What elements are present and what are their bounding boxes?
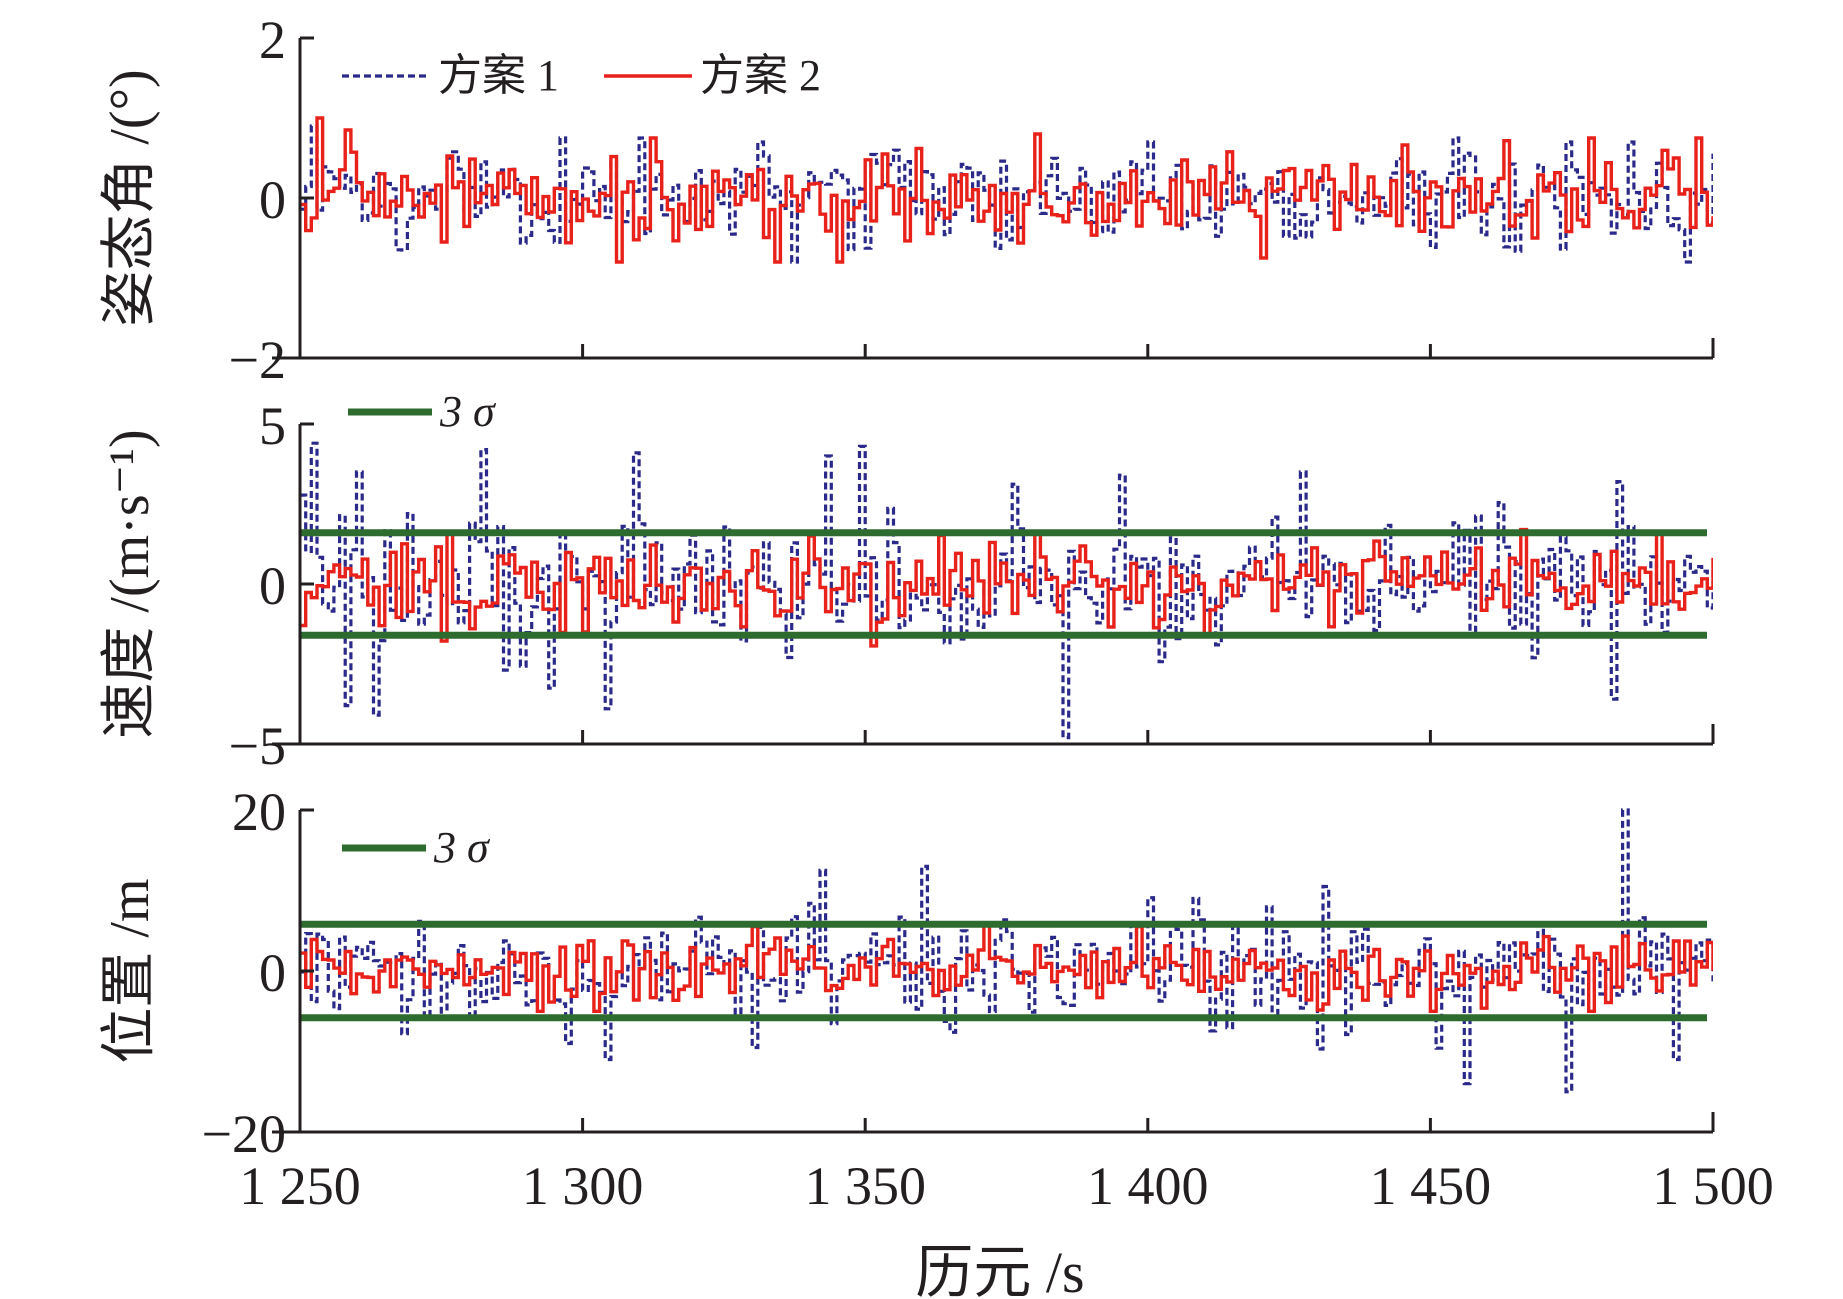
x-axis-label: 历元 /s (915, 1240, 1084, 1299)
plot-area (300, 441, 1713, 740)
y-axis-label: 姿态角 /(°) (99, 69, 161, 326)
panel-3: 20 0 −20 位置 /m 3 σ (99, 782, 1715, 1164)
x-tick-label: 1 500 (1652, 1156, 1774, 1216)
y-tick-label: 2 (259, 10, 286, 70)
panel-2: 5 0 −5 速度 /(m·s⁻¹) 3 σ (99, 387, 1715, 776)
series-line-2 (300, 922, 1713, 1013)
x-tick-label: 1 450 (1370, 1156, 1492, 1216)
legend-label-1: 方案 1 (438, 51, 559, 100)
y-tick-label: 0 (259, 943, 286, 1003)
y-tick-label: −2 (229, 330, 286, 390)
y-axis-label: 速度 /(m·s⁻¹) (99, 429, 161, 738)
y-tick-label: 20 (232, 782, 286, 842)
legend-label-sigma: 3 σ (433, 823, 491, 872)
plot-area (300, 808, 1713, 1094)
panel-1: 2 0 −2 姿态角 /(°) 方案 1 方案 2 (99, 10, 1715, 390)
y-tick-label: 0 (259, 556, 286, 616)
legend-label-sigma: 3 σ (439, 387, 497, 436)
y-tick-label: −20 (202, 1104, 286, 1164)
legend-label-2: 方案 2 (700, 51, 821, 100)
plot-area (300, 116, 1713, 264)
y-tick-label: −5 (229, 716, 286, 776)
x-tick-label: 1 350 (804, 1156, 926, 1216)
x-tick-label: 1 300 (522, 1156, 644, 1216)
x-tick-label: 1 250 (239, 1156, 361, 1216)
y-axis-label: 位置 /m (99, 878, 161, 1063)
y-tick-label: 0 (259, 170, 286, 230)
series-line-2 (300, 116, 1713, 264)
series-line-2 (300, 527, 1713, 648)
series-line-1 (300, 441, 1713, 740)
y-tick-label: 5 (259, 396, 286, 456)
x-tick-label: 1 400 (1087, 1156, 1209, 1216)
